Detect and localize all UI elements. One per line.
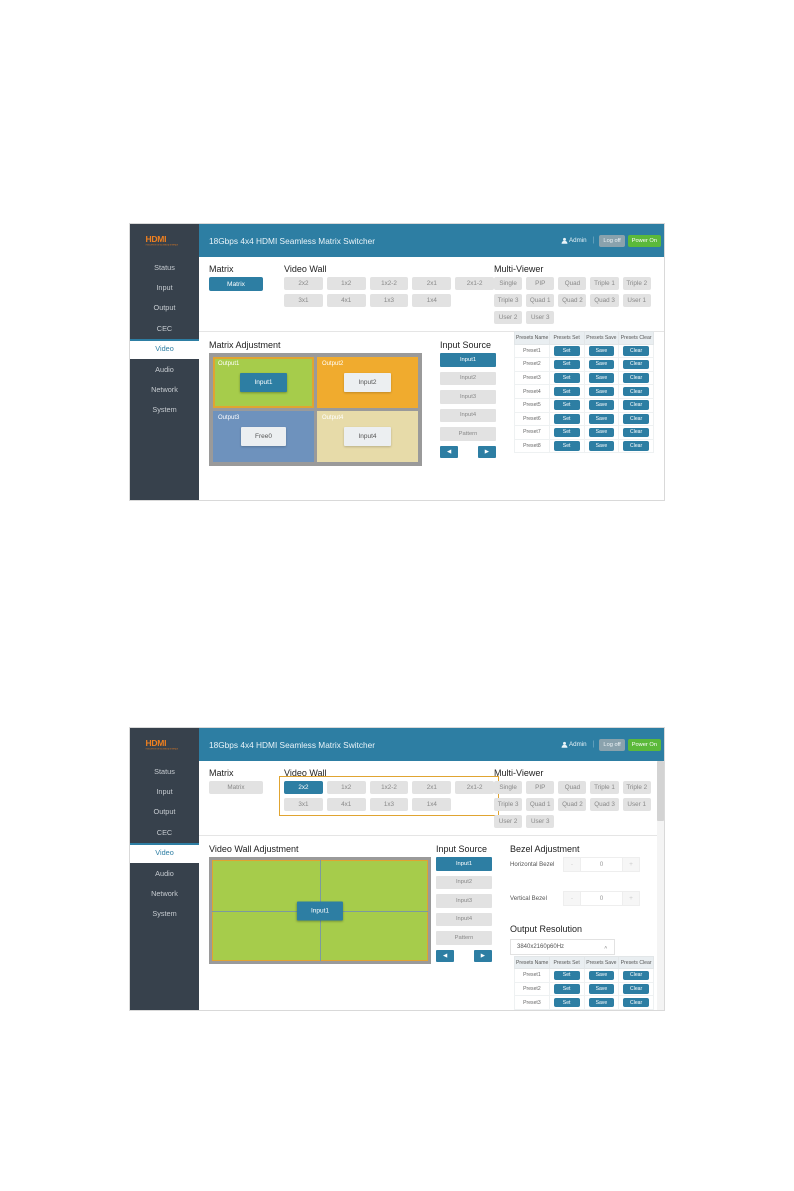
svg-text:HDMI: HDMI	[145, 738, 166, 748]
svg-text:HDMI: HDMI	[145, 234, 166, 244]
